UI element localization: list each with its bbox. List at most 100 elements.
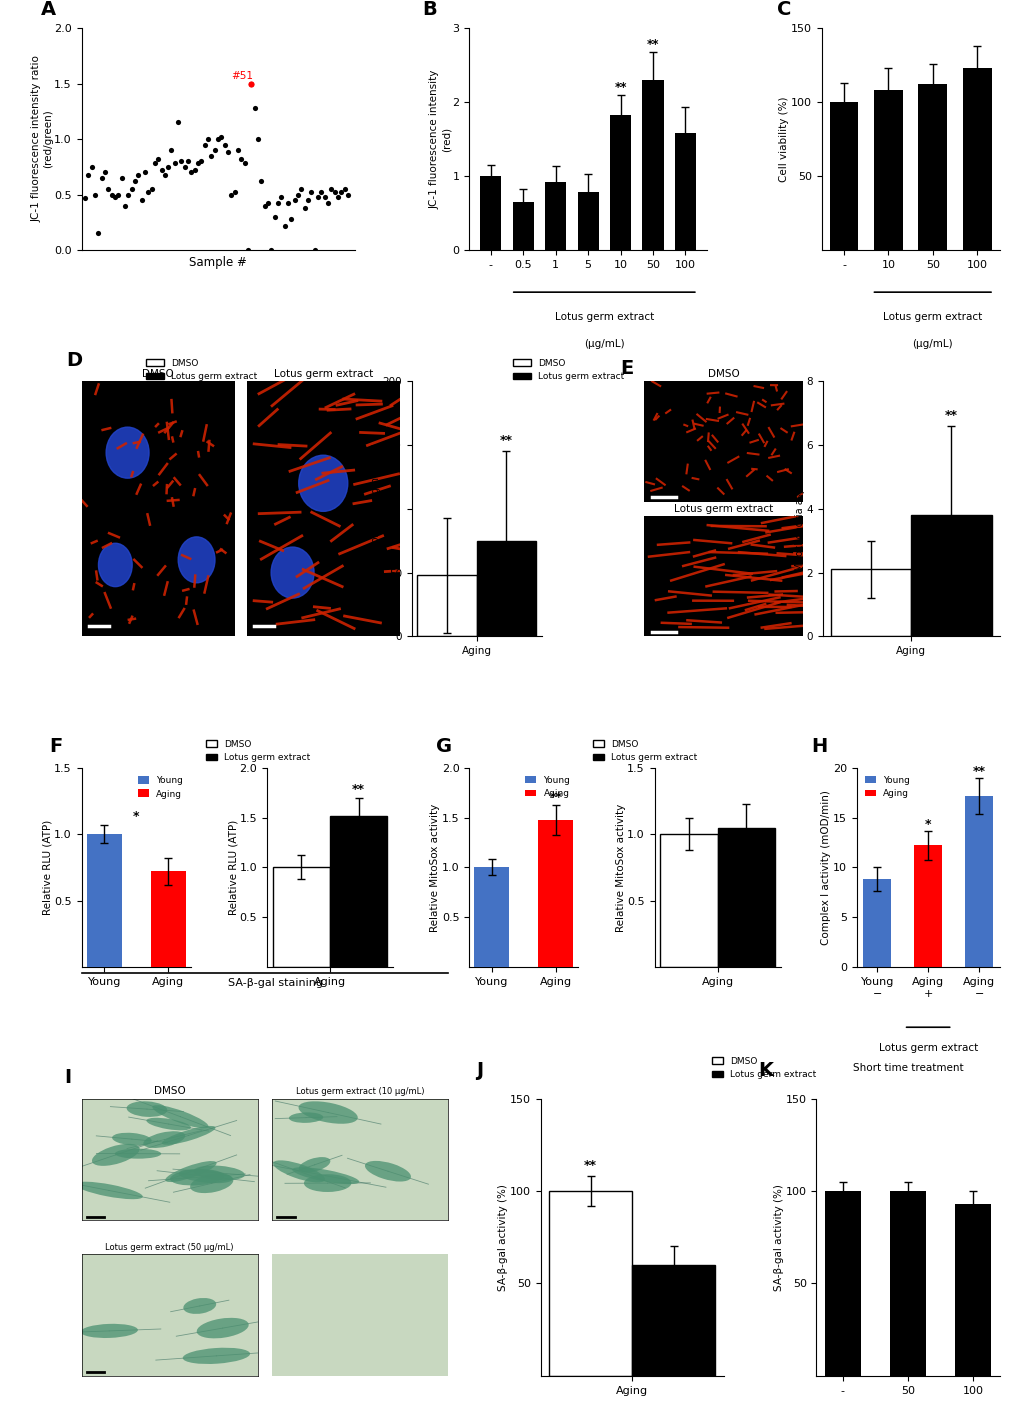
Point	[157, 163, 173, 185]
Point	[216, 133, 232, 156]
Bar	[828, 102, 858, 250]
Ellipse shape	[106, 427, 149, 479]
Point	[186, 159, 203, 181]
Point	[176, 156, 193, 178]
Y-axis label: Relative RLU (ATP): Relative RLU (ATP)	[43, 820, 53, 915]
Point	[144, 178, 160, 201]
Text: J: J	[476, 1061, 483, 1080]
Point	[229, 139, 246, 161]
Text: SA-β-gal staining: SA-β-gal staining	[227, 977, 323, 987]
Point	[103, 184, 119, 206]
Text: *: *	[132, 810, 140, 823]
Point	[289, 184, 306, 206]
Ellipse shape	[115, 1148, 161, 1158]
Point	[133, 188, 150, 211]
Point	[147, 152, 163, 174]
Legend: DMSO, Lotus germ extract: DMSO, Lotus germ extract	[202, 736, 314, 767]
Point	[81, 163, 97, 185]
Point	[303, 181, 319, 204]
Bar	[964, 796, 993, 967]
Bar	[87, 834, 121, 967]
Ellipse shape	[273, 1160, 325, 1182]
Point	[110, 184, 126, 206]
Point	[84, 156, 100, 178]
Bar	[548, 1191, 632, 1376]
Point	[250, 128, 266, 150]
Text: #51: #51	[231, 72, 253, 81]
Bar	[962, 67, 990, 250]
Bar	[417, 576, 476, 636]
Ellipse shape	[162, 1126, 215, 1144]
Ellipse shape	[183, 1297, 216, 1314]
Ellipse shape	[92, 1144, 140, 1165]
Y-axis label: SA-β-gal activity (%): SA-β-gal activity (%)	[773, 1184, 784, 1290]
Text: **: **	[352, 782, 365, 796]
Bar	[913, 845, 942, 967]
Bar	[480, 176, 500, 250]
Y-axis label: SA-β-gal activity (%): SA-β-gal activity (%)	[498, 1184, 508, 1290]
Ellipse shape	[147, 1118, 191, 1130]
Point	[316, 185, 332, 208]
Ellipse shape	[271, 548, 314, 598]
Point	[286, 188, 303, 211]
Ellipse shape	[152, 1105, 208, 1129]
Text: **: **	[944, 410, 957, 423]
Ellipse shape	[178, 1170, 232, 1184]
Bar	[272, 868, 330, 967]
Point	[100, 178, 116, 201]
Text: **: **	[584, 1158, 596, 1172]
Point	[140, 181, 156, 204]
Bar	[917, 84, 947, 250]
Legend: DMSO, Lotus germ extract: DMSO, Lotus germ extract	[707, 1053, 819, 1082]
Text: A: A	[41, 0, 56, 18]
Legend: DMSO, Lotus germ extract: DMSO, Lotus germ extract	[589, 736, 700, 767]
Point	[276, 215, 292, 237]
Ellipse shape	[299, 1101, 358, 1123]
Y-axis label: Mitochondria length (pixel): Mitochondria length (pixel)	[370, 442, 380, 574]
Y-axis label: Complex I activity (mOD/min): Complex I activity (mOD/min)	[820, 790, 830, 945]
Point	[326, 181, 342, 204]
Point	[243, 73, 259, 95]
Ellipse shape	[304, 1174, 352, 1192]
Point	[87, 184, 103, 206]
Ellipse shape	[112, 1133, 152, 1146]
Point	[313, 181, 329, 204]
Text: Short time treatment: Short time treatment	[852, 1063, 962, 1073]
Point	[323, 178, 339, 201]
Ellipse shape	[81, 1324, 138, 1338]
Title: DMSO: DMSO	[143, 369, 174, 379]
Bar	[890, 1191, 925, 1376]
Text: D: D	[66, 351, 83, 369]
Point	[307, 239, 323, 261]
Point	[120, 184, 137, 206]
Ellipse shape	[299, 455, 347, 511]
Text: **: **	[646, 38, 658, 51]
Point	[333, 181, 350, 204]
Point	[94, 167, 110, 190]
Y-axis label: Relative RLU (ATP): Relative RLU (ATP)	[228, 820, 237, 915]
Bar	[476, 541, 535, 636]
Text: G: G	[436, 737, 452, 755]
Text: K: K	[757, 1061, 772, 1080]
Ellipse shape	[190, 1174, 233, 1193]
Point	[126, 170, 143, 192]
Y-axis label: Relative MitoSox activity: Relative MitoSox activity	[615, 803, 626, 932]
Legend: Young, Aging: Young, Aging	[522, 772, 574, 802]
Bar	[716, 827, 774, 967]
Point	[160, 156, 176, 178]
Point	[179, 150, 196, 173]
Point	[292, 178, 309, 201]
Point	[76, 187, 93, 209]
Text: F: F	[49, 737, 62, 755]
Ellipse shape	[365, 1161, 411, 1182]
Point	[273, 185, 289, 208]
Point	[163, 139, 179, 161]
Y-axis label: JC-1 fluorescence intensity
(red): JC-1 fluorescence intensity (red)	[429, 69, 450, 209]
Bar	[675, 133, 695, 250]
Point	[239, 239, 256, 261]
Point	[123, 178, 140, 201]
Bar	[642, 80, 663, 250]
Point	[150, 147, 166, 170]
Bar	[544, 183, 566, 250]
Text: **: **	[972, 765, 984, 778]
